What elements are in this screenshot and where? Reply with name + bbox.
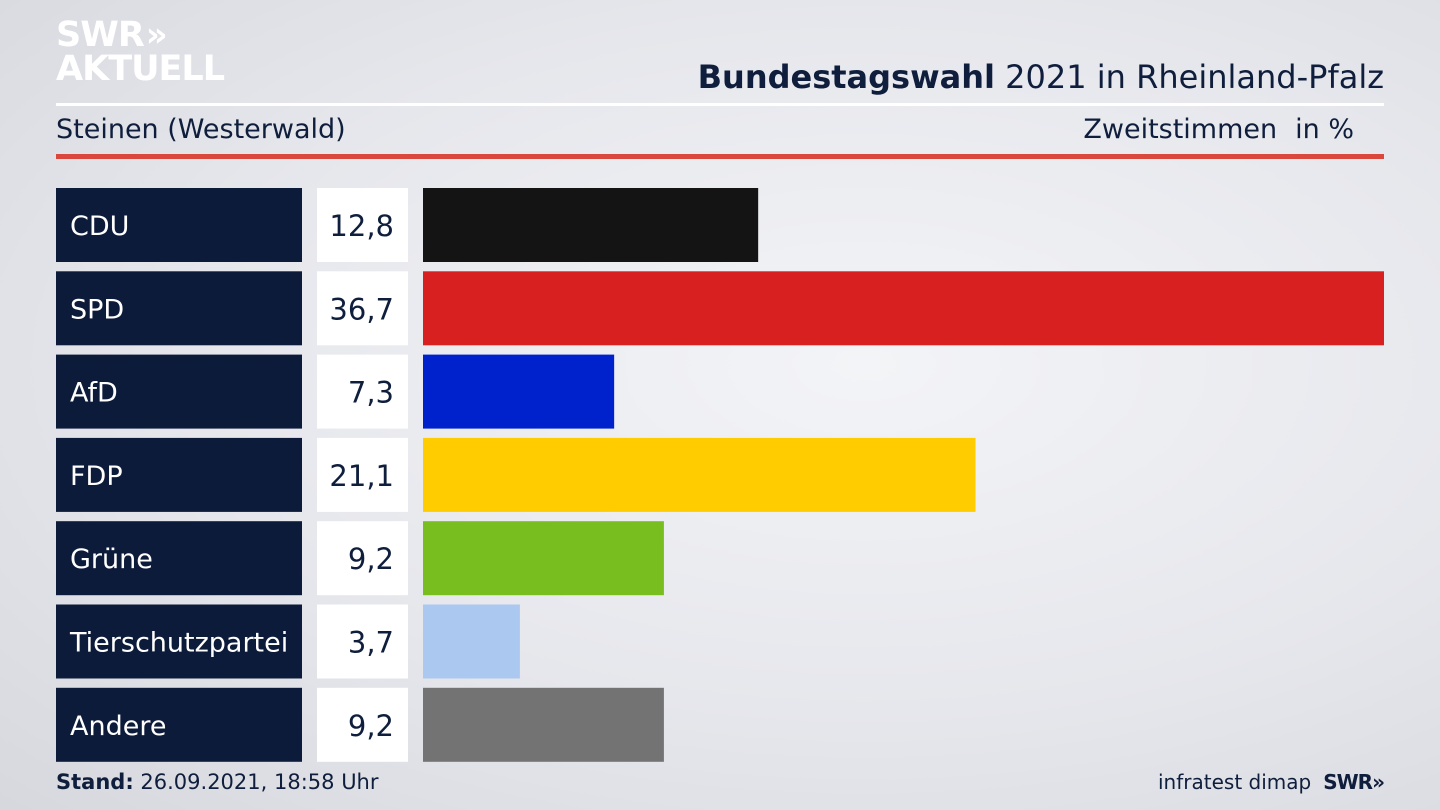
category-label: CDU — [70, 211, 129, 242]
measure-name: Zweitstimmen — [1083, 114, 1278, 145]
accent-divider — [56, 154, 1384, 159]
value-label-box — [317, 354, 408, 429]
data-label: 9,2 — [348, 709, 394, 743]
bar — [423, 521, 664, 596]
value-label-box — [317, 521, 408, 596]
stand-label: Stand: — [56, 770, 134, 794]
data-label: 3,7 — [348, 626, 394, 660]
chart-title: Bundestagswahl 2021 in Rheinland-Pfalz — [698, 58, 1384, 96]
data-label: 9,2 — [348, 542, 394, 576]
category-label-box — [56, 687, 302, 762]
category-label-box — [56, 604, 302, 679]
bar — [423, 354, 615, 429]
bar-row: CDU 12,8 — [56, 188, 759, 262]
bar-row: Tierschutzpartei 3,7 — [56, 604, 520, 679]
bar — [423, 604, 520, 679]
source-label: infratest dimap — [1158, 770, 1312, 794]
header-divider — [56, 103, 1384, 106]
category-label: Andere — [70, 711, 166, 742]
data-label: 7,3 — [348, 376, 394, 410]
logo-text-aktuell: AKTUELL — [56, 49, 225, 89]
swr-aktuell-logo: SWR» AKTUELL — [56, 15, 225, 89]
value-label-box — [317, 188, 408, 262]
bar — [423, 271, 1384, 346]
title-bold: Bundestagswahl — [697, 58, 995, 96]
category-label-box — [56, 188, 302, 262]
category-label-box — [56, 354, 302, 429]
bar — [423, 437, 976, 512]
data-label: 21,1 — [329, 459, 394, 493]
category-label-box — [56, 437, 302, 512]
region-label: Steinen (Westerwald) — [56, 114, 346, 145]
data-label: 12,8 — [329, 209, 394, 243]
bar-row: FDP 21,1 — [56, 437, 976, 512]
measure-unit: in % — [1295, 114, 1354, 145]
value-label-box — [317, 437, 408, 512]
bar-row: AfD 7,3 — [56, 354, 615, 429]
bar — [423, 687, 664, 762]
category-label: SPD — [70, 294, 124, 325]
bar-row: Grüne 9,2 — [56, 521, 664, 596]
bar-row: SPD 36,7 — [56, 271, 1384, 346]
value-label-box — [317, 271, 408, 346]
bar-row: Andere 9,2 — [56, 687, 664, 762]
bar — [423, 188, 759, 262]
chevron-icon: » — [1372, 770, 1385, 794]
category-label: AfD — [70, 378, 118, 409]
swr-footer-text: SWR — [1323, 770, 1373, 794]
stand-value: 26.09.2021, 18:58 Uhr — [140, 770, 379, 794]
source-credit: infratest dimap SWR» — [1158, 770, 1385, 794]
value-label-box — [317, 687, 408, 762]
category-label: Grüne — [70, 544, 153, 575]
logo-text-swr: SWR — [56, 15, 145, 55]
category-label: Tierschutzpartei — [69, 628, 288, 659]
category-label-box — [56, 521, 302, 596]
value-label-box — [317, 604, 408, 679]
data-label: 36,7 — [329, 292, 394, 326]
title-rest: 2021 in Rheinland-Pfalz — [1005, 58, 1384, 96]
category-label-box — [56, 271, 302, 346]
timestamp: Stand: 26.09.2021, 18:58 Uhr — [56, 770, 379, 794]
swr-footer-logo: SWR» — [1323, 770, 1385, 794]
measure-label: Zweitstimmen in % — [1083, 114, 1354, 145]
category-label: FDP — [70, 461, 123, 492]
